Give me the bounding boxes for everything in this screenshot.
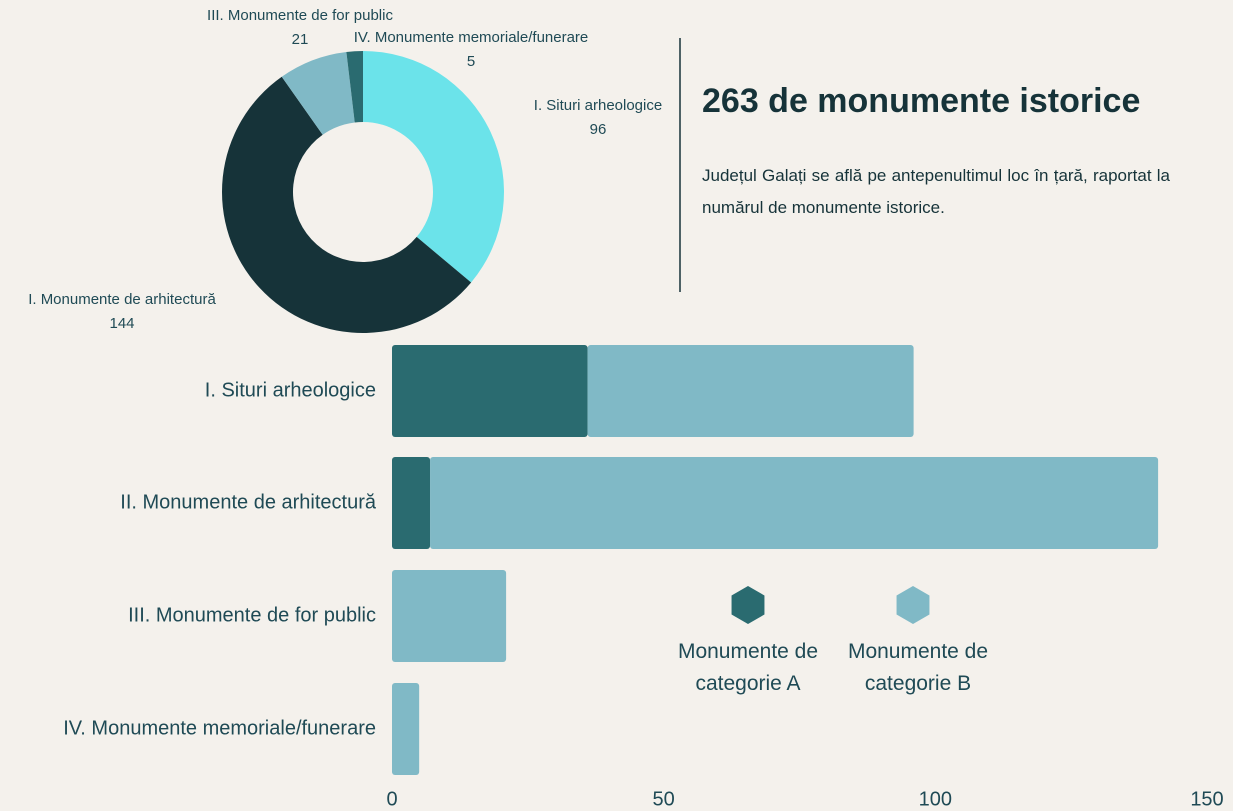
donut-slice [222,76,472,333]
x-tick-label: 50 [653,788,675,810]
slice-label: I. Situri arheologice [534,97,662,114]
y-tick-label: IV. Monumente memoriale/funerare [63,717,376,739]
bar-segment [430,457,1159,549]
bar-segment [587,345,914,437]
y-tick-label: II. Monumente de arhitectură [120,491,377,513]
legend-label: Monumente de categorie A [677,640,819,695]
slice-value: 96 [590,121,607,138]
x-tick-label: 150 [1190,788,1223,810]
donut-slice [346,51,363,123]
legend-swatch [896,586,930,624]
slice-label: III. Monumente de for public [207,7,393,24]
slice-label: IV. Monumente memoriale/funerare [354,29,589,46]
slice-value: 5 [467,53,475,70]
x-tick-label: 0 [386,788,397,810]
slice-value: 21 [292,31,309,48]
bar-segment [392,345,588,437]
bar-segment [392,457,431,549]
bar-segment [392,570,507,662]
slice-label: I. Monumente de arhitectură [28,291,216,308]
y-tick-label: I. Situri arheologice [205,379,376,401]
bar-segment [392,683,420,775]
donut-slice [363,51,504,283]
legend-swatch [731,586,765,624]
title: 263 de monumente istorice [702,82,1141,120]
slice-value: 144 [109,315,134,332]
y-tick-label: III. Monumente de for public [128,604,376,626]
x-tick-label: 100 [919,788,952,810]
paragraph: Județul Galați se află pe antepenultimul… [702,166,1170,217]
donut-slice [281,51,355,135]
legend-label: Monumente de categorie B [847,640,989,695]
